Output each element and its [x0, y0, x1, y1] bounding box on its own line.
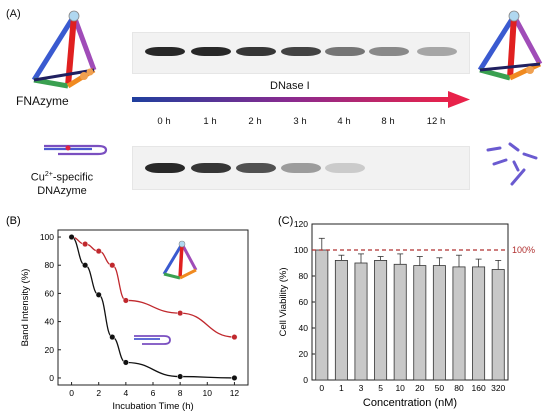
x-tick-label: 6: [151, 388, 156, 398]
y-tick-label: 20: [45, 345, 55, 355]
top-gel-band: [417, 47, 457, 56]
chart-c-ylabel: Cell Viability (%): [278, 268, 289, 337]
bar: [413, 265, 427, 381]
series-1-point: [122, 359, 129, 366]
bottom-gel-band: [325, 163, 365, 173]
enzyme-label: DNase I: [270, 80, 310, 92]
x-tick-label: 0: [319, 383, 324, 393]
bottom-gel-band: [191, 163, 231, 173]
inset-tetrahedron-icon: [162, 240, 198, 280]
chart-c-xlabel: Concentration (nM): [363, 397, 457, 409]
bottom-gel-band: [236, 163, 276, 173]
digested-fragments-icon: [486, 142, 538, 186]
top-gel-band: [236, 47, 276, 56]
bottom-gel: [132, 146, 470, 190]
top-gel-band: [325, 47, 365, 56]
y-tick-label: 40: [299, 323, 309, 333]
y-tick-label: 120: [294, 219, 308, 229]
x-tick-label: 10: [203, 388, 213, 398]
panel-b-label: (B): [6, 215, 21, 227]
y-tick-label: 0: [303, 375, 308, 385]
time-label: 0 h: [157, 116, 171, 127]
fnazyme-tetrahedron-after-icon: [477, 10, 543, 81]
time-label: 12 h: [426, 116, 446, 127]
x-tick-label: 10: [395, 383, 405, 393]
top-gel: [132, 32, 470, 74]
series-1-point: [95, 291, 102, 298]
y-tick-label: 80: [45, 260, 55, 270]
bar: [393, 263, 407, 381]
x-tick-label: 1: [339, 383, 344, 393]
y-tick-label: 20: [299, 349, 309, 359]
bar: [374, 260, 388, 381]
y-tick-label: 60: [45, 288, 55, 298]
y-tick-label: 80: [299, 271, 309, 281]
series-1-point: [177, 373, 184, 380]
fnazyme-tetrahedron-icon: [31, 10, 97, 89]
bar: [334, 260, 348, 381]
x-tick-label: 3: [359, 383, 364, 393]
top-gel-band: [281, 47, 321, 56]
series-1-point: [68, 233, 75, 241]
x-tick-label: 320: [491, 383, 505, 393]
x-tick-label: 0: [69, 388, 74, 398]
series-0-point: [122, 297, 129, 304]
y-tick-label: 0: [49, 373, 54, 383]
bar: [432, 265, 446, 381]
series-0-point: [82, 241, 89, 248]
y-tick-label: 100: [40, 232, 54, 242]
panel-c-label: (C): [278, 215, 293, 227]
bar: [315, 249, 329, 381]
time-label: 4 h: [337, 116, 351, 127]
time-label: 3 h: [293, 116, 307, 127]
bar: [472, 266, 486, 381]
series-0-point: [177, 310, 184, 317]
x-tick-label: 2: [96, 388, 101, 398]
chart-b: (B) 0 2 4 6 8 10 12 0 20 40 60 80 100 Incubation Tim…: [6, 215, 249, 412]
y-tick-label: 40: [45, 317, 55, 327]
dnase-arrow: [132, 91, 470, 108]
dnazyme-label: Cu2+-specific DNAzyme: [30, 171, 94, 197]
reference-line-label: 100%: [512, 245, 535, 255]
x-tick-label: 12: [230, 388, 240, 398]
y-tick-label: 60: [299, 297, 309, 307]
x-tick-label: 4: [123, 388, 128, 398]
bottom-gel-band: [145, 163, 185, 173]
chart-b-xlabel: Incubation Time (h): [112, 401, 193, 412]
x-tick-label: 50: [435, 383, 445, 393]
time-label: 2 h: [248, 116, 262, 127]
chart-c: (C) 0 20 40 60 80 100 120 0 1 3 5 10 20 50 80 160 320 10…: [278, 215, 535, 409]
x-tick-label: 160: [472, 383, 486, 393]
series-0-point: [95, 248, 102, 255]
series-0-point: [109, 262, 116, 269]
bar: [491, 269, 505, 381]
series-1-point: [231, 374, 238, 382]
inset-dnazyme-icon: [134, 335, 171, 345]
time-label: 1 h: [203, 116, 217, 127]
chart-b-ylabel: Band Intensity (%): [20, 269, 31, 347]
y-tick-label: 100: [294, 245, 308, 255]
bottom-gel-band: [281, 163, 321, 173]
panel-a-label: (A): [6, 8, 21, 20]
time-label: 8 h: [381, 116, 395, 127]
dnazyme-icon: [44, 144, 108, 156]
top-gel-band: [191, 47, 231, 56]
bar: [452, 266, 466, 381]
x-tick-label: 20: [415, 383, 425, 393]
series-0-point: [231, 334, 238, 341]
top-gel-band: [369, 47, 409, 56]
fnazyme-label: FNAzyme: [16, 94, 69, 108]
series-1-point: [82, 262, 89, 269]
x-tick-label: 8: [178, 388, 183, 398]
x-tick-label: 80: [454, 383, 464, 393]
x-tick-label: 5: [378, 383, 383, 393]
series-1-point: [109, 334, 116, 341]
bar: [354, 262, 368, 381]
top-gel-band: [145, 47, 185, 56]
